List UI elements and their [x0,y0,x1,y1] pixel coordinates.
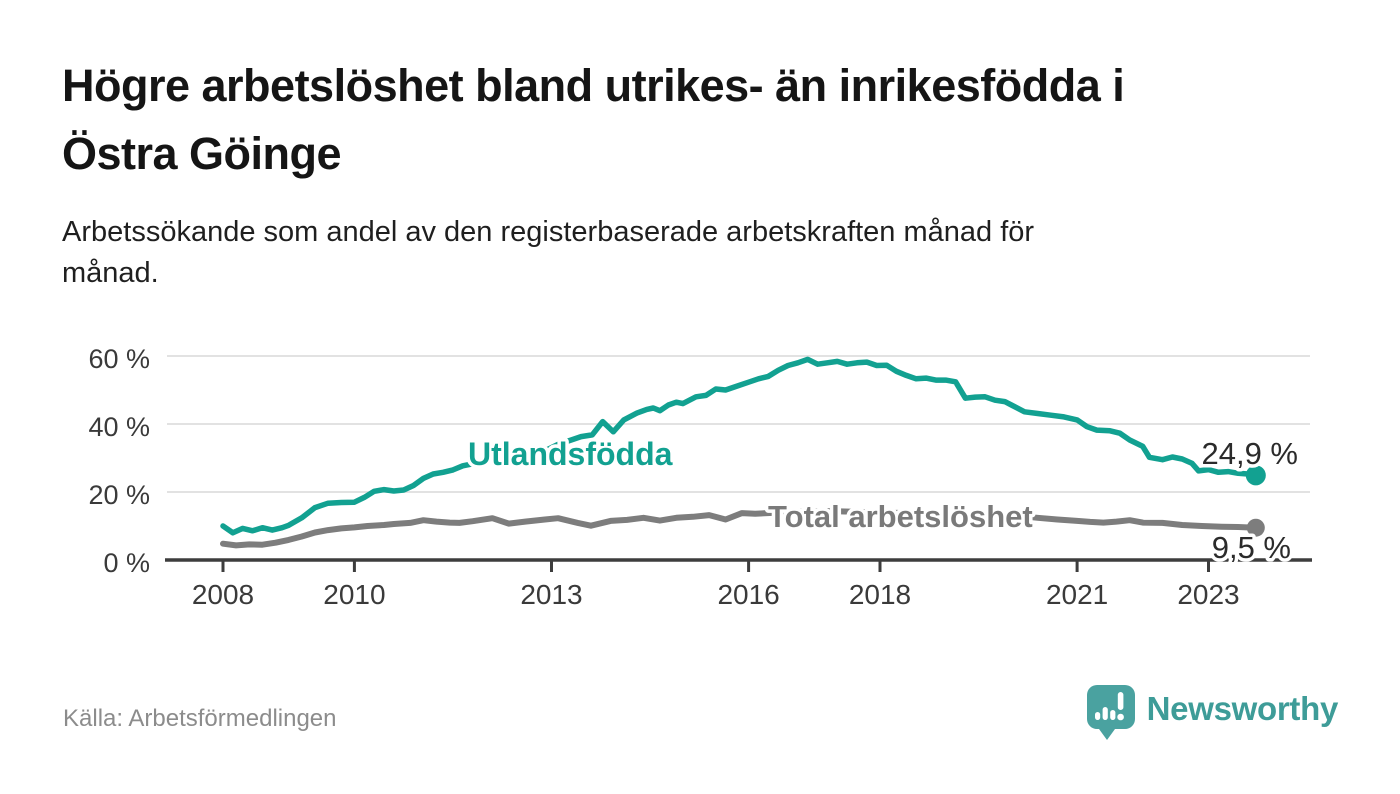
y-tick-label: 20 % [88,480,150,510]
end-value-label-total: 9,5 % [1212,530,1291,565]
x-tick-label: 2013 [520,579,582,610]
y-tick-label: 0 % [103,548,150,578]
title-line-1: Högre arbetslöshet bland utrikes- än inr… [62,60,1125,111]
series-endpoint-dot-total [1246,518,1265,537]
source-attribution: Källa: Arbetsförmedlingen [63,705,337,732]
y-tick-label: 40 % [88,412,150,442]
y-tick-label: 60 % [88,344,150,374]
series-endpoint-dot-utlandsfodda [1245,465,1266,486]
series-line-total [220,508,1259,549]
subtitle-line-1: Arbetssökande som andel av den registerb… [62,216,1035,248]
title-line-2: Östra Göinge [62,128,342,179]
brand-name: Newsworthy [1146,690,1339,727]
series-label-utlandsfodda: Utlandsfödda [468,436,673,472]
end-value-label-utlandsfodda: 24,9 % [1201,436,1298,471]
series-label-total: Total arbetslöshet [768,499,1033,534]
subtitle-line-2: månad. [62,257,159,289]
x-tick-label: 2010 [323,579,385,610]
x-tick-label: 2008 [192,579,254,610]
series-line-utlandsfodda [220,356,1259,536]
x-tick-label: 2021 [1046,579,1108,610]
newsworthy-logo-icon [1086,685,1135,740]
x-tick-label: 2018 [849,579,911,610]
page-title: Högre arbetslöshet bland utrikes- än inr… [62,52,1362,188]
chart-subtitle: Arbetssökande som andel av den registerb… [62,212,1152,294]
x-tick-label: 2016 [717,579,779,610]
x-tick-label: 2023 [1177,579,1239,610]
brand-logo: Newsworthy [1086,684,1338,742]
